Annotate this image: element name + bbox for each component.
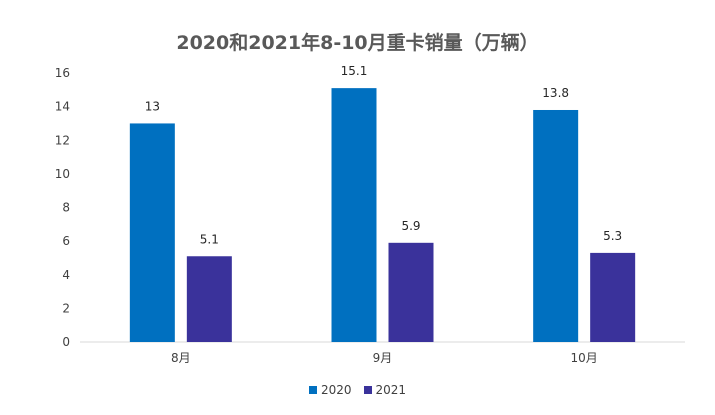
bar-2021-0: [186, 256, 232, 342]
y-tick-label: 10: [55, 167, 70, 181]
chart-title: 2020和2021年8-10月重卡销量（万辆）: [176, 32, 539, 54]
bar-2020-1: [331, 88, 377, 342]
x-tick-label: 8月: [171, 351, 191, 365]
y-tick-label: 12: [55, 133, 70, 147]
x-tick-label: 9月: [373, 351, 393, 365]
legend-swatch: [308, 386, 317, 394]
data-label: 5.1: [200, 232, 219, 246]
x-tick-label: 10月: [571, 351, 598, 365]
bar-2020-0: [129, 123, 175, 342]
y-tick-label: 16: [55, 66, 70, 80]
data-label: 15.1: [341, 64, 368, 78]
legend-item: 2021: [363, 383, 407, 397]
data-label: 5.3: [603, 229, 622, 243]
y-tick-label: 14: [55, 100, 70, 114]
data-label: 5.9: [401, 219, 420, 233]
bar-2021-2: [590, 252, 636, 342]
y-tick-label: 4: [62, 268, 70, 282]
legend-label: 2021: [375, 383, 407, 397]
legend-item: 2020: [308, 383, 352, 397]
legend: 2020 2021: [0, 383, 715, 397]
bar-2020-2: [533, 109, 579, 342]
bar-2021-1: [388, 242, 434, 342]
y-tick-label: 2: [62, 301, 70, 315]
y-tick-label: 6: [62, 234, 70, 248]
data-label: 13: [145, 99, 160, 113]
legend-label: 2020: [320, 383, 352, 397]
legend-swatch: [363, 386, 372, 394]
data-label: 13.8: [542, 86, 569, 100]
y-tick-label: 0: [62, 335, 70, 349]
y-tick-label: 8: [62, 201, 70, 215]
